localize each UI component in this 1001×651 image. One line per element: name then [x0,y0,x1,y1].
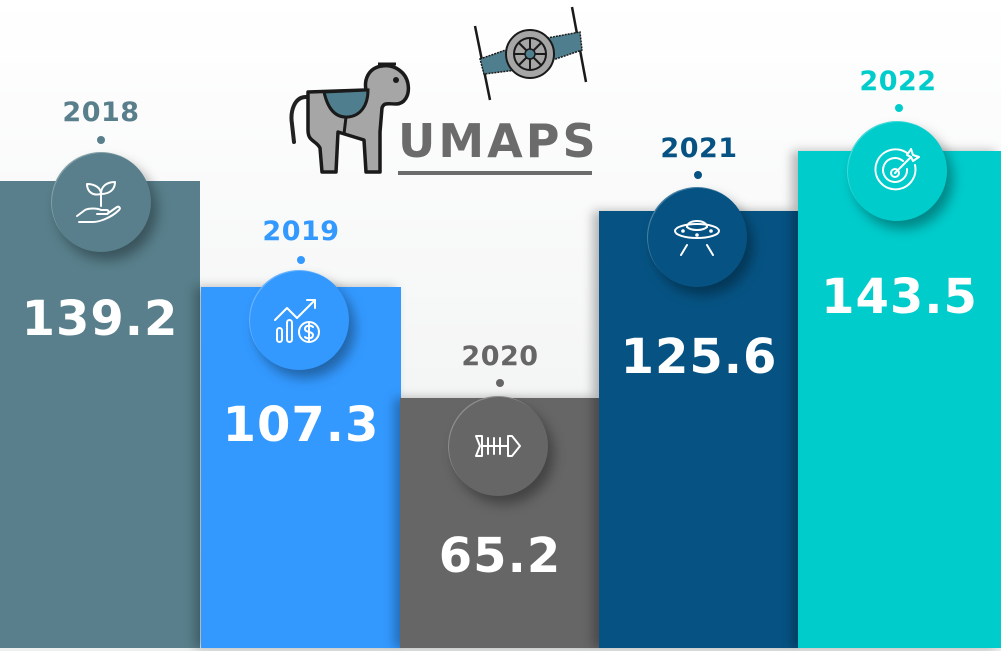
badge-2018 [51,152,151,252]
badge-2019 [249,270,349,370]
year-label-2020: 2020 [461,341,539,372]
year-label-2018: 2018 [62,97,140,128]
bar-value: 143.5 [821,269,978,325]
marker-dot [895,104,903,112]
bar-2018: 139.2 [0,181,200,648]
plant-in-hand-icon [76,181,121,223]
marker-dot [97,136,105,144]
year-label-2021: 2021 [660,133,738,164]
badge-2020 [448,396,548,496]
badge-2021 [647,187,747,287]
ufo-icon [674,220,720,256]
marker-dot [694,171,702,179]
bar-value: 125.6 [620,329,778,385]
growth-chart-dollar-icon [274,299,320,343]
bar-2022: 143.5 [798,151,1001,648]
target-arrow-icon [874,148,920,191]
year-label-2019: 2019 [262,216,340,247]
fish-bone-icon [475,435,521,457]
bar-value: 65.2 [438,528,562,584]
badge-2022 [847,121,947,221]
year-label-2022: 2022 [859,66,937,97]
bar-value: 107.3 [222,397,380,453]
marker-dot [496,379,504,387]
logo-underline [398,171,592,175]
logo-title: UMAPS [398,114,599,168]
tie-fighter-icon [472,4,592,108]
marker-dot [297,256,305,264]
bar-value: 139.2 [21,291,179,347]
horse-icon [286,62,412,181]
